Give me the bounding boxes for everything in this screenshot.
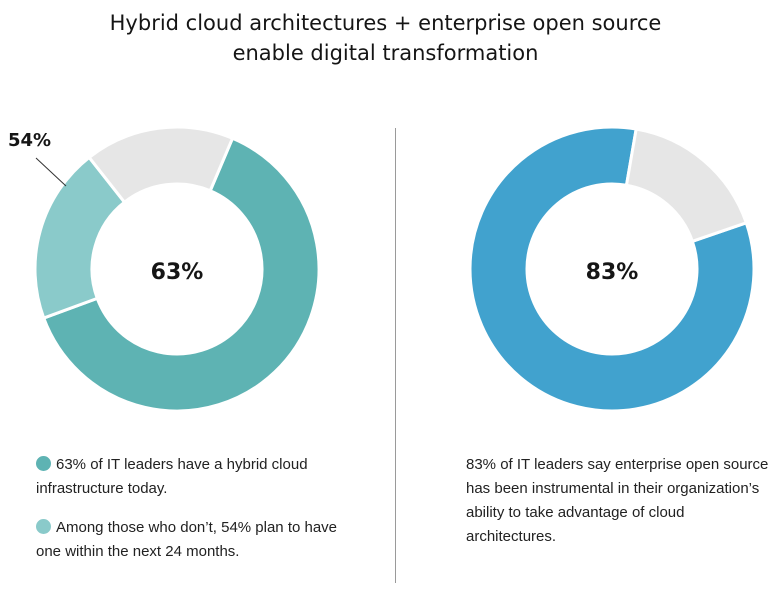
donut-slice-1 (624, 127, 749, 244)
chart-title: Hybrid cloud architectures + enterprise … (0, 8, 771, 68)
donut-slice-0 (468, 125, 756, 413)
legend-text-plan: Among those who don’t, 54% plan to have … (36, 519, 338, 560)
callout-leader-line (35, 157, 67, 187)
legend-swatch-light-teal (36, 519, 51, 534)
right-center-label: 83% (586, 260, 639, 285)
vertical-divider (395, 128, 396, 583)
title-line-2: enable digital transformation (232, 41, 539, 65)
legend-item-plan: Among those who don’t, 54% plan to have … (36, 516, 366, 564)
right-donut (468, 125, 756, 413)
left-donut (33, 125, 321, 413)
callout-label-54: 54% (8, 130, 51, 151)
title-line-1: Hybrid cloud architectures + enterprise … (109, 11, 662, 35)
right-caption: 83% of IT leaders say enterprise open so… (466, 456, 769, 545)
legend-swatch-dark-teal (36, 456, 51, 471)
legend-text-hybrid: 63% of IT leaders have a hybrid cloud in… (36, 456, 308, 497)
left-center-label: 63% (151, 260, 204, 285)
legend-item-hybrid: 63% of IT leaders have a hybrid cloud in… (36, 453, 366, 501)
donut-slice-0 (41, 136, 321, 413)
donut-slice-2 (87, 125, 235, 205)
